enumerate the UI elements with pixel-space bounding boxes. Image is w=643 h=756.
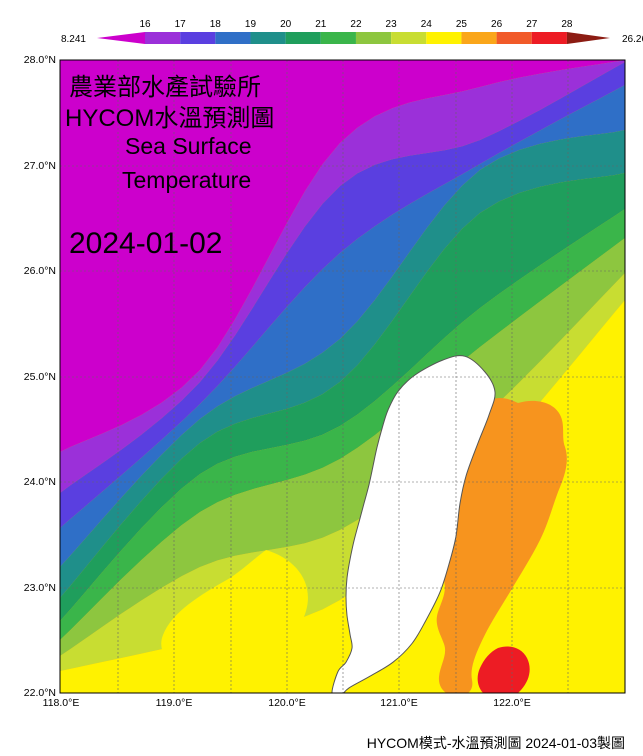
svg-text:26: 26 <box>491 19 503 30</box>
svg-text:26.0°N: 26.0°N <box>24 265 56 277</box>
svg-text:2024-01-02: 2024-01-02 <box>69 227 222 260</box>
svg-text:23.0°N: 23.0°N <box>24 582 56 594</box>
svg-text:24.0°N: 24.0°N <box>24 476 56 488</box>
svg-text:118.0°E: 118.0°E <box>43 697 80 709</box>
svg-text:18: 18 <box>210 19 222 30</box>
svg-text:24: 24 <box>421 19 433 30</box>
svg-text:25: 25 <box>456 19 468 30</box>
svg-text:122.0°E: 122.0°E <box>493 697 530 709</box>
svg-text:HYCOM模式-水溫預測圖 2024-01-03製圖: HYCOM模式-水溫預測圖 2024-01-03製圖 <box>367 735 625 751</box>
svg-text:20: 20 <box>280 19 292 30</box>
svg-text:16: 16 <box>139 19 151 30</box>
svg-text:17: 17 <box>175 19 187 30</box>
svg-text:23: 23 <box>386 19 398 30</box>
svg-text:Temperature: Temperature <box>122 167 251 193</box>
svg-text:27.0°N: 27.0°N <box>24 160 56 172</box>
svg-text:8.241: 8.241 <box>61 34 86 45</box>
svg-text:28.0°N: 28.0°N <box>24 54 56 66</box>
svg-text:Sea Surface: Sea Surface <box>125 133 252 159</box>
svg-text:22: 22 <box>350 19 362 30</box>
svg-text:121.0°E: 121.0°E <box>380 697 417 709</box>
svg-text:19: 19 <box>245 19 257 30</box>
svg-text:25.0°N: 25.0°N <box>24 371 56 383</box>
svg-text:120.0°E: 120.0°E <box>268 697 305 709</box>
svg-text:HYCOM水溫預測圖: HYCOM水溫預測圖 <box>65 105 274 132</box>
svg-text:農業部水產試驗所: 農業部水產試驗所 <box>69 74 261 101</box>
svg-text:28: 28 <box>561 19 573 30</box>
svg-text:21: 21 <box>315 19 327 30</box>
svg-text:27: 27 <box>526 19 538 30</box>
svg-text:119.0°E: 119.0°E <box>156 697 193 709</box>
svg-text:26.26: 26.26 <box>622 34 643 45</box>
